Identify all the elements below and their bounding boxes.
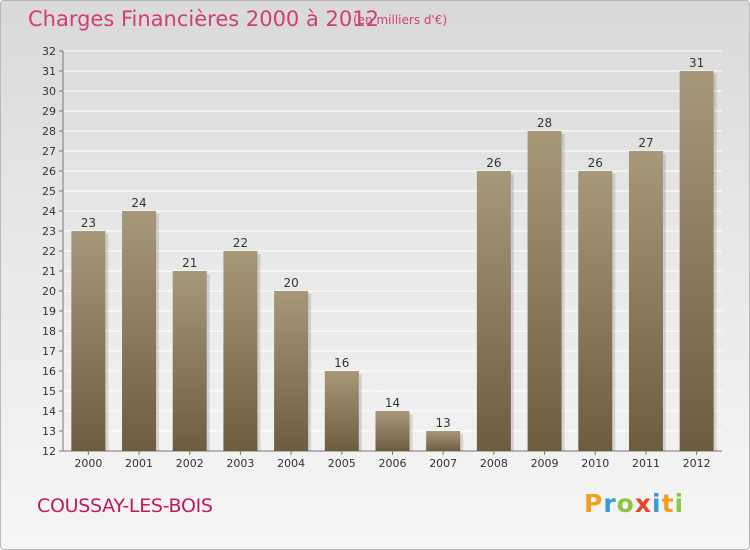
bar-value-label: 27 <box>638 136 653 150</box>
y-tick-label: 18 <box>42 325 56 338</box>
x-tick-label: 2012 <box>683 457 711 470</box>
y-tick-label: 23 <box>42 225 56 238</box>
bar-value-label: 13 <box>436 416 451 430</box>
y-tick-label: 31 <box>42 65 56 78</box>
y-tick-label: 22 <box>42 245 56 258</box>
y-tick-label: 32 <box>42 45 56 58</box>
bar-value-label: 26 <box>588 156 603 170</box>
x-tick-label: 2000 <box>74 457 102 470</box>
x-tick-label: 2011 <box>632 457 660 470</box>
town-name: COUSSAY-LES-BOIS <box>37 495 213 517</box>
y-tick-label: 20 <box>42 285 56 298</box>
x-tick-label: 2009 <box>531 457 559 470</box>
y-tick-label: 17 <box>42 345 56 358</box>
x-tick-label: 2004 <box>277 457 305 470</box>
logo-letter: i <box>652 489 662 518</box>
y-tick-label: 19 <box>42 305 56 318</box>
logo-letter: i <box>674 489 685 518</box>
bars: 23 24 21 22 20 16 14 13 26 28 26 27 31 <box>71 56 717 451</box>
y-tick-label: 26 <box>42 165 56 178</box>
bar-value-label: 14 <box>385 396 400 410</box>
bar <box>274 291 309 451</box>
bar-value-label: 16 <box>334 356 349 370</box>
y-tick-label: 27 <box>42 145 56 158</box>
x-tick-label: 2007 <box>429 457 457 470</box>
bar <box>172 271 207 451</box>
y-tick-label: 21 <box>42 265 56 278</box>
logo-letter: t <box>661 489 675 518</box>
bar-value-label: 22 <box>233 236 248 250</box>
x-tick-label: 2010 <box>581 457 609 470</box>
bar-value-label: 24 <box>131 196 146 210</box>
y-tick-label: 15 <box>42 385 56 398</box>
grid-lines <box>63 50 722 452</box>
x-tick-label: 2008 <box>480 457 508 470</box>
x-tick-label: 2001 <box>125 457 153 470</box>
proxiti-logo[interactable]: Proxiti <box>584 489 684 518</box>
x-tick-label: 2002 <box>176 457 204 470</box>
chart-subtitle: (en milliers d'€) <box>353 13 448 27</box>
bar <box>426 431 461 451</box>
x-tick-label: 2006 <box>379 457 407 470</box>
logo-letter: o <box>616 489 635 518</box>
y-tick-label: 28 <box>42 125 56 138</box>
bar <box>122 211 157 451</box>
y-tick-label: 24 <box>42 205 56 218</box>
bar <box>71 231 106 451</box>
bar-value-label: 23 <box>81 216 96 230</box>
bar <box>578 171 613 451</box>
bar <box>476 171 511 451</box>
y-tick-label: 14 <box>42 405 56 418</box>
bar-value-label: 31 <box>689 56 704 70</box>
bar-value-label: 26 <box>486 156 501 170</box>
y-tick-label: 13 <box>42 425 56 438</box>
logo-letter: P <box>584 489 604 518</box>
bar <box>223 251 258 451</box>
x-tick-label: 2003 <box>226 457 254 470</box>
x-tick-label: 2005 <box>328 457 356 470</box>
logo-letter: r <box>603 489 617 518</box>
bar-value-label: 21 <box>182 256 197 270</box>
bar <box>324 371 359 451</box>
chart-title: Charges Financières 2000 à 2012 <box>28 7 379 31</box>
bar-value-label: 28 <box>537 116 552 130</box>
bar <box>375 411 410 451</box>
bar <box>679 71 714 451</box>
y-tick-label: 30 <box>42 85 56 98</box>
y-tick-label: 29 <box>42 105 56 118</box>
bar-value-label: 20 <box>283 276 298 290</box>
bar <box>628 151 663 451</box>
logo-letter: x <box>634 489 652 518</box>
bar <box>527 131 562 451</box>
y-tick-label: 25 <box>42 185 56 198</box>
y-tick-label: 12 <box>42 445 56 458</box>
y-tick-label: 16 <box>42 365 56 378</box>
